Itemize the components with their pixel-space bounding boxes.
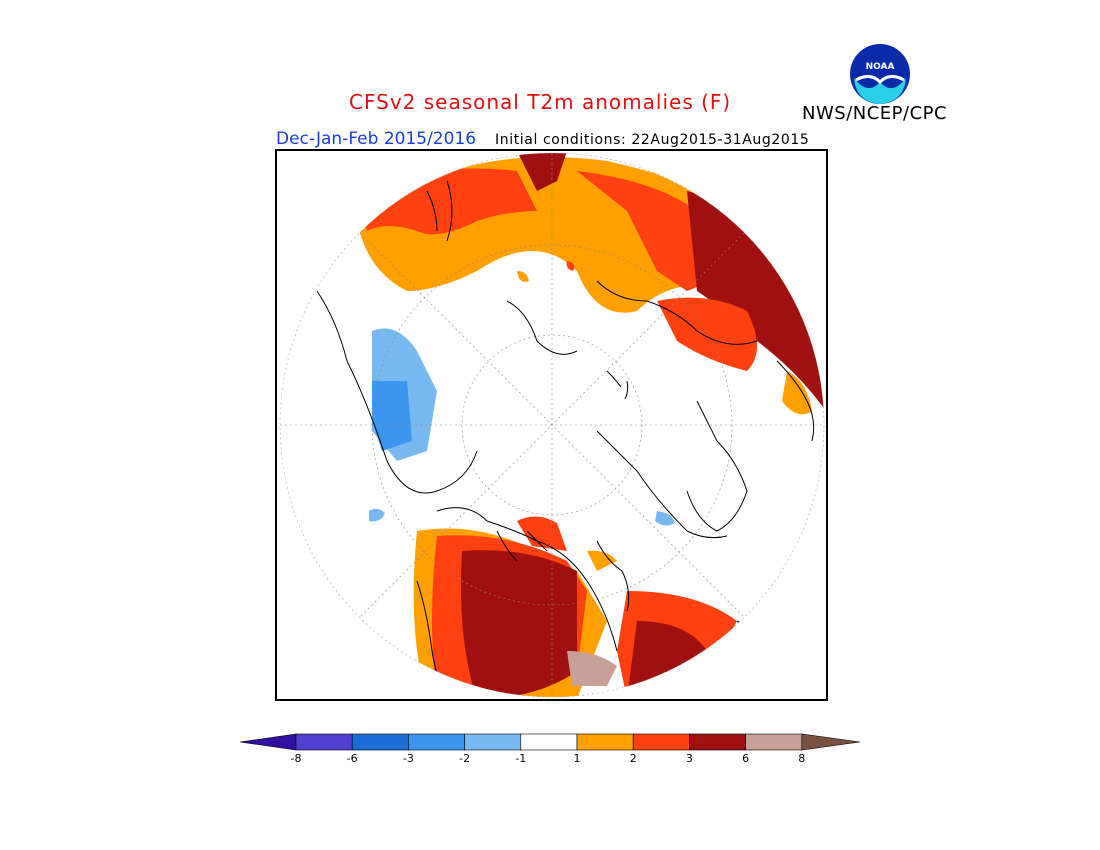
colorbar-box (408, 734, 464, 750)
colorbar-box (633, 734, 689, 750)
polar-map (275, 149, 828, 701)
colorbar-box (746, 734, 802, 750)
colorbar-tick-label: 1 (574, 752, 581, 765)
colorbar-tick-label: 8 (798, 752, 805, 765)
map-title: CFSv2 seasonal T2m anomalies (F) (349, 90, 731, 114)
colorbar-box (689, 734, 745, 750)
noaa-logo: NOAA (848, 42, 912, 106)
organization-label: NWS/NCEP/CPC (802, 103, 947, 124)
colorbar-box (465, 734, 521, 750)
colorbar-tick-label: -8 (291, 752, 302, 765)
colorbar-tick-label: -2 (459, 752, 470, 765)
colorbar-left-arrow (240, 734, 296, 750)
svg-text:NOAA: NOAA (866, 62, 895, 72)
colorbar-box (577, 734, 633, 750)
initial-conditions-label: Initial conditions: 22Aug2015-31Aug2015 (495, 132, 809, 148)
colorbar-tick-label: -1 (515, 752, 526, 765)
colorbar-ticks: -8 -6 -3 -2 -1 1 2 3 6 8 (0, 752, 1100, 768)
colorbar-tick-label: 6 (742, 752, 749, 765)
colorbar-box (296, 734, 352, 750)
colorbar-tick-label: -3 (403, 752, 414, 765)
colorbar-box (352, 734, 408, 750)
season-label: Dec-Jan-Feb 2015/2016 (276, 129, 476, 149)
colorbar-right-arrow (802, 734, 860, 750)
colorbar-tick-label: 2 (630, 752, 637, 765)
region-na-darkred (461, 550, 577, 699)
colorbar (240, 733, 860, 751)
colorbar-box (521, 734, 577, 750)
colorbar-tick-label: -6 (347, 752, 358, 765)
colorbar-tick-label: 3 (686, 752, 693, 765)
